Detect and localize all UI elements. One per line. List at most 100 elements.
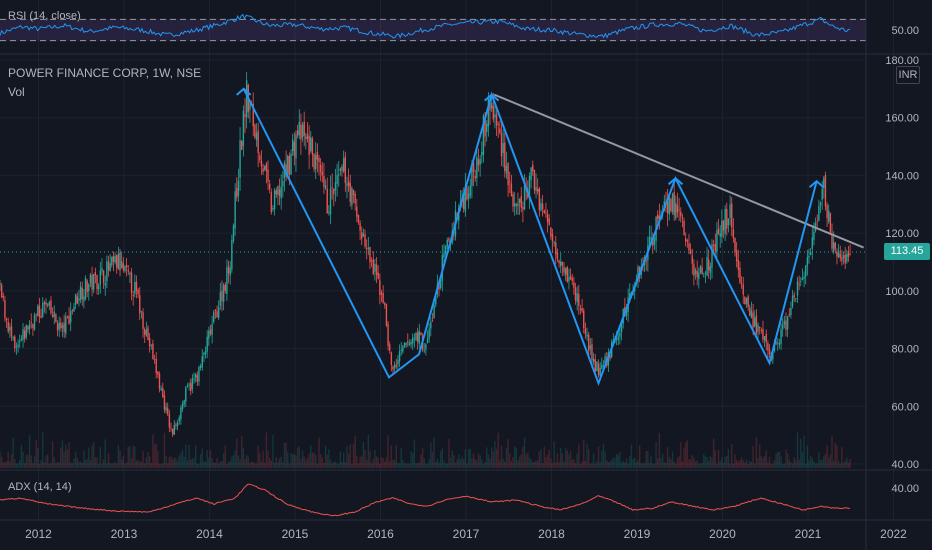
candle-body — [721, 220, 723, 237]
volume-bar — [446, 463, 448, 468]
volume-bar — [661, 453, 664, 468]
volume-bar — [22, 451, 24, 468]
candle-body — [813, 231, 815, 240]
price-candles — [0, 72, 851, 438]
candle-body — [484, 116, 486, 137]
volume-bar — [546, 454, 549, 468]
candle-body — [821, 188, 823, 200]
volume-bar — [742, 460, 744, 468]
candle-body — [530, 167, 532, 181]
volume-bar — [540, 449, 542, 468]
volume-bar — [342, 452, 345, 468]
candle-body — [592, 359, 595, 362]
volume-bar — [405, 463, 407, 468]
volume-bar — [249, 462, 251, 468]
volume-bar — [43, 462, 46, 468]
volume-bar — [798, 459, 800, 468]
volume-bar — [326, 454, 328, 468]
volume-bar — [443, 460, 445, 468]
candle-body — [301, 124, 304, 137]
candle-body — [443, 253, 445, 258]
year-tick-label: 2020 — [709, 527, 736, 541]
candle-body — [5, 318, 8, 321]
candle-body — [742, 284, 744, 295]
candle-body — [382, 293, 384, 304]
volume-bar — [367, 434, 370, 468]
volume-bar — [33, 456, 36, 468]
candle-body — [597, 363, 600, 376]
zigzag-peak-arrow — [667, 176, 684, 186]
price-tick-label: 80.00 — [891, 344, 919, 356]
volume-bar — [849, 458, 851, 468]
volume-bar — [17, 462, 19, 468]
candle-body — [280, 186, 282, 199]
candle-body — [731, 203, 733, 228]
volume-bar — [711, 457, 713, 468]
volume-bar — [587, 448, 590, 468]
volume-bar — [46, 454, 49, 468]
candle-body — [620, 323, 623, 333]
volume-bar — [198, 463, 200, 468]
volume-bar — [714, 450, 716, 468]
volume-bar — [433, 437, 435, 468]
candle-body — [385, 303, 388, 326]
volume-bar — [441, 448, 444, 468]
volume-bar — [472, 453, 475, 468]
candle-body — [615, 339, 618, 340]
candle-body — [841, 257, 843, 261]
candle-body — [708, 259, 710, 271]
candle-body — [222, 285, 225, 302]
volume-bar — [474, 459, 476, 468]
volume-bar — [635, 462, 638, 468]
candle-body — [354, 193, 356, 204]
volume-bar — [160, 463, 162, 468]
volume-bar — [430, 442, 432, 468]
volume-bar — [431, 451, 434, 468]
volume-bar — [734, 454, 736, 468]
candle-body — [744, 297, 746, 305]
volume-bar — [63, 451, 65, 468]
candle-body — [415, 333, 417, 341]
candle-body — [114, 256, 116, 263]
volume-bar — [344, 462, 347, 468]
volume-bar — [280, 456, 282, 468]
candle-body — [673, 192, 675, 216]
candle-body — [462, 196, 465, 210]
candle-body — [216, 311, 218, 318]
volume-bar — [717, 449, 720, 468]
volume-bar — [650, 455, 652, 468]
volume-bar — [536, 460, 539, 468]
volume-bar — [699, 463, 702, 468]
volume-bar — [451, 450, 453, 468]
volume-bar — [407, 463, 409, 468]
candle-body — [477, 159, 480, 166]
candle-body — [227, 265, 230, 274]
volume-bar — [83, 450, 85, 468]
volume-bar — [81, 462, 83, 468]
candle-body — [548, 218, 550, 225]
volume-bar — [300, 459, 302, 468]
candle-body — [232, 225, 235, 242]
volume-bar — [594, 463, 596, 468]
volume-label: Vol — [8, 85, 25, 99]
candle-body — [257, 130, 259, 154]
volume-bar — [301, 450, 304, 468]
candle-body — [416, 332, 419, 342]
volume-bar — [834, 443, 837, 468]
candle-body — [88, 284, 90, 292]
currency-badge[interactable]: INR — [896, 66, 920, 84]
volume-bar — [772, 463, 774, 468]
volume-bar — [25, 455, 28, 468]
candle-body — [273, 190, 276, 210]
volume-bar — [142, 451, 144, 468]
candle-body — [79, 286, 82, 300]
candle-body — [801, 277, 804, 281]
volume-bar — [604, 451, 606, 468]
candle-body — [798, 283, 800, 285]
candle-body — [229, 267, 231, 276]
volume-bar — [563, 461, 565, 468]
volume-bar — [701, 463, 703, 468]
candle-body — [768, 349, 771, 355]
candle-body — [688, 243, 690, 251]
